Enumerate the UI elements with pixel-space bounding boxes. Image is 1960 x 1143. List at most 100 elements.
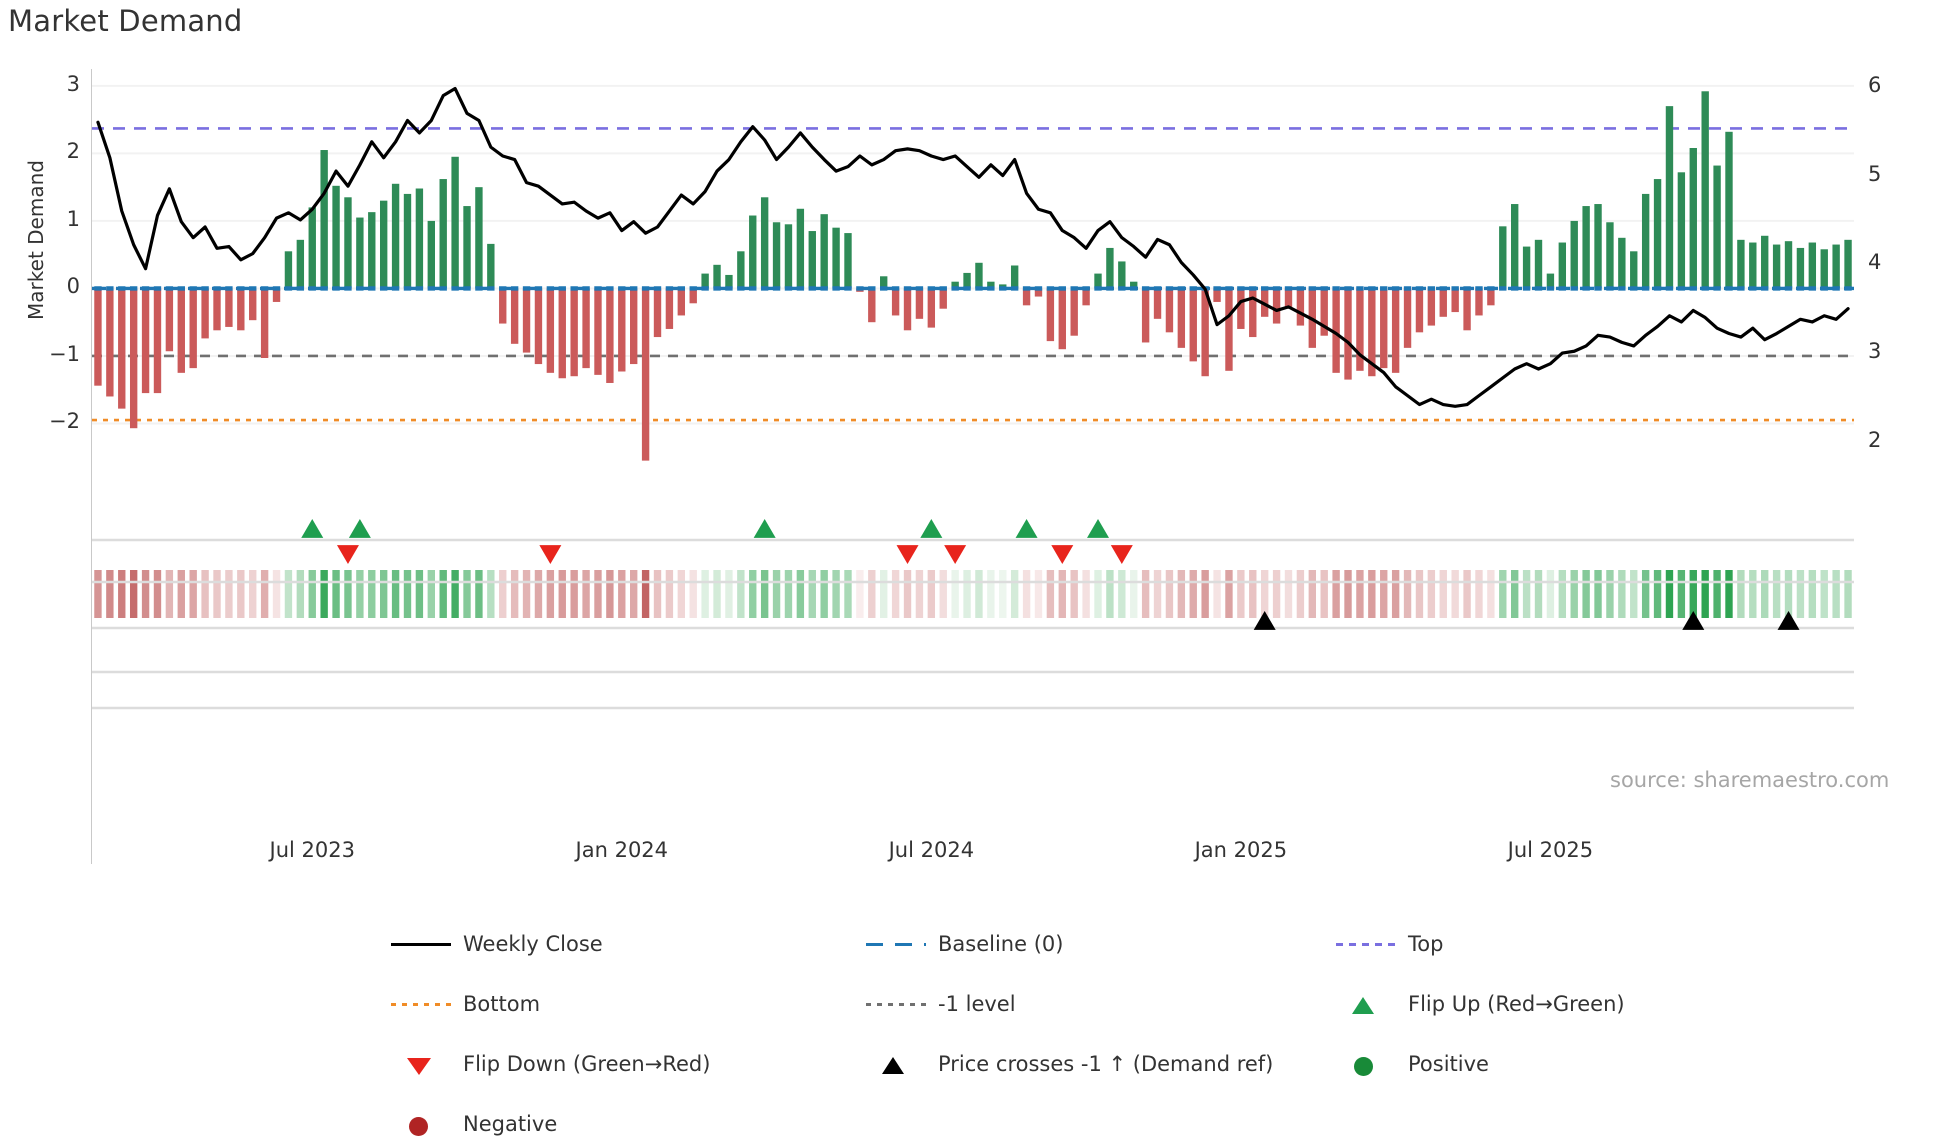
heatmap-cell — [344, 570, 352, 618]
baseline-cap — [1094, 286, 1102, 291]
baseline-cap — [749, 286, 757, 291]
legend-item[interactable]: Positive — [1330, 1045, 1625, 1083]
legend-item[interactable]: -1 level — [860, 985, 1273, 1023]
heatmap-cell — [1796, 570, 1805, 618]
demand-bar — [1415, 288, 1424, 333]
heatmap-cell — [272, 570, 281, 618]
baseline-cap — [320, 286, 328, 291]
baseline-cap — [141, 286, 150, 291]
heatmap-cell — [1058, 570, 1066, 618]
flip-up-marker — [301, 519, 324, 538]
demand-bar — [1641, 193, 1650, 289]
demand-bar — [1499, 226, 1507, 289]
triangle-up-icon — [1352, 997, 1374, 1014]
legend-label: Negative — [463, 1112, 558, 1136]
heatmap-cell — [177, 570, 185, 618]
heatmap-cell — [760, 570, 769, 618]
baseline-cap — [808, 286, 816, 291]
baseline-cap — [522, 286, 531, 291]
baseline-cap — [630, 286, 638, 291]
demand-bar — [1118, 261, 1126, 289]
demand-bar — [927, 288, 936, 328]
demand-bar — [665, 288, 674, 329]
demand-bar — [1796, 247, 1805, 289]
heatmap-cell — [1356, 570, 1364, 618]
heatmap-cell — [451, 570, 459, 618]
baseline-cap — [1213, 286, 1221, 291]
baseline-cap — [344, 286, 352, 291]
baseline-cap — [272, 286, 281, 291]
legend-label: Flip Up (Red→Green) — [1408, 992, 1625, 1016]
chart-figure: Market Demand Market Demand Weekly Close… — [8, 4, 1890, 1136]
legend-item[interactable]: Bottom — [385, 985, 710, 1023]
demand-bar — [796, 208, 805, 289]
demand-bar — [1749, 242, 1757, 289]
heatmap-cell — [1630, 570, 1638, 618]
legend-item[interactable]: Negative — [385, 1105, 710, 1143]
baseline-cap — [1368, 286, 1376, 291]
demand-bar — [1141, 288, 1150, 343]
heatmap-cell — [1653, 570, 1662, 618]
demand-bar — [1403, 288, 1412, 348]
heatmap-cell — [439, 570, 447, 618]
heatmap-cell — [1260, 570, 1269, 618]
legend-label: Positive — [1408, 1052, 1489, 1076]
baseline-cap — [379, 286, 388, 291]
legend-item[interactable]: Weekly Close — [385, 925, 710, 963]
legend-item[interactable]: Top — [1330, 925, 1625, 963]
demand-bar — [1737, 239, 1745, 289]
baseline-cap — [677, 286, 686, 291]
legend-item[interactable]: Flip Up (Red→Green) — [1330, 985, 1625, 1023]
demand-heatmap-strip — [92, 570, 1854, 618]
heatmap-cell — [582, 570, 590, 618]
demand-bar — [1272, 288, 1281, 324]
baseline-cap — [1534, 286, 1543, 291]
legend-item[interactable]: Baseline (0) — [860, 925, 1273, 963]
heatmap-cell — [1594, 570, 1602, 618]
demand-bar — [296, 239, 305, 289]
demand-bar — [618, 288, 626, 372]
demand-bar — [379, 200, 388, 289]
baseline-cap — [1653, 286, 1662, 291]
baseline-cap — [903, 286, 912, 291]
demand-bar — [1475, 288, 1483, 316]
legend-label: Baseline (0) — [938, 932, 1064, 956]
demand-bar — [1070, 288, 1078, 336]
heatmap-cell — [868, 570, 876, 618]
heatmap-cell — [677, 570, 686, 618]
heatmap-cell — [844, 570, 852, 618]
baseline-cap — [963, 286, 971, 291]
baseline-cap — [939, 286, 947, 291]
heatmap-cell — [1022, 570, 1031, 618]
heatmap-cell — [713, 570, 721, 618]
demand-bar — [522, 288, 531, 353]
baseline-cap — [665, 286, 674, 291]
heatmap-cell — [558, 570, 566, 618]
heatmap-cell — [570, 570, 578, 618]
baseline-cap — [546, 286, 555, 291]
demand-bar — [832, 227, 840, 289]
demand-bar — [594, 288, 602, 375]
heatmap-cell — [1403, 570, 1412, 618]
legend-item[interactable]: Price crosses -1 ↑ (Demand ref) — [860, 1045, 1273, 1083]
heatmap-cell — [284, 570, 293, 618]
heatmap-cell — [1439, 570, 1447, 618]
baseline-cap — [403, 286, 412, 291]
circle-icon — [1354, 1057, 1373, 1076]
legend-item[interactable]: Flip Down (Green→Red) — [385, 1045, 710, 1083]
demand-bar — [1094, 273, 1102, 289]
baseline-cap — [570, 286, 578, 291]
demand-bar — [891, 288, 900, 316]
source-attribution: source: sharemaestro.com — [1610, 768, 1890, 792]
circle-icon — [409, 1117, 428, 1136]
heatmap-cell — [475, 570, 483, 618]
baseline-cap — [1022, 286, 1031, 291]
baseline-cap — [1487, 286, 1495, 291]
heatmap-cell — [1451, 570, 1459, 618]
demand-bar — [177, 288, 185, 373]
heatmap-cell — [1511, 570, 1519, 618]
heatmap-cell — [1082, 570, 1090, 618]
x-tick-label: Jan 2024 — [575, 838, 669, 862]
heatmap-cell — [1618, 570, 1626, 618]
heatmap-cell — [368, 570, 376, 618]
